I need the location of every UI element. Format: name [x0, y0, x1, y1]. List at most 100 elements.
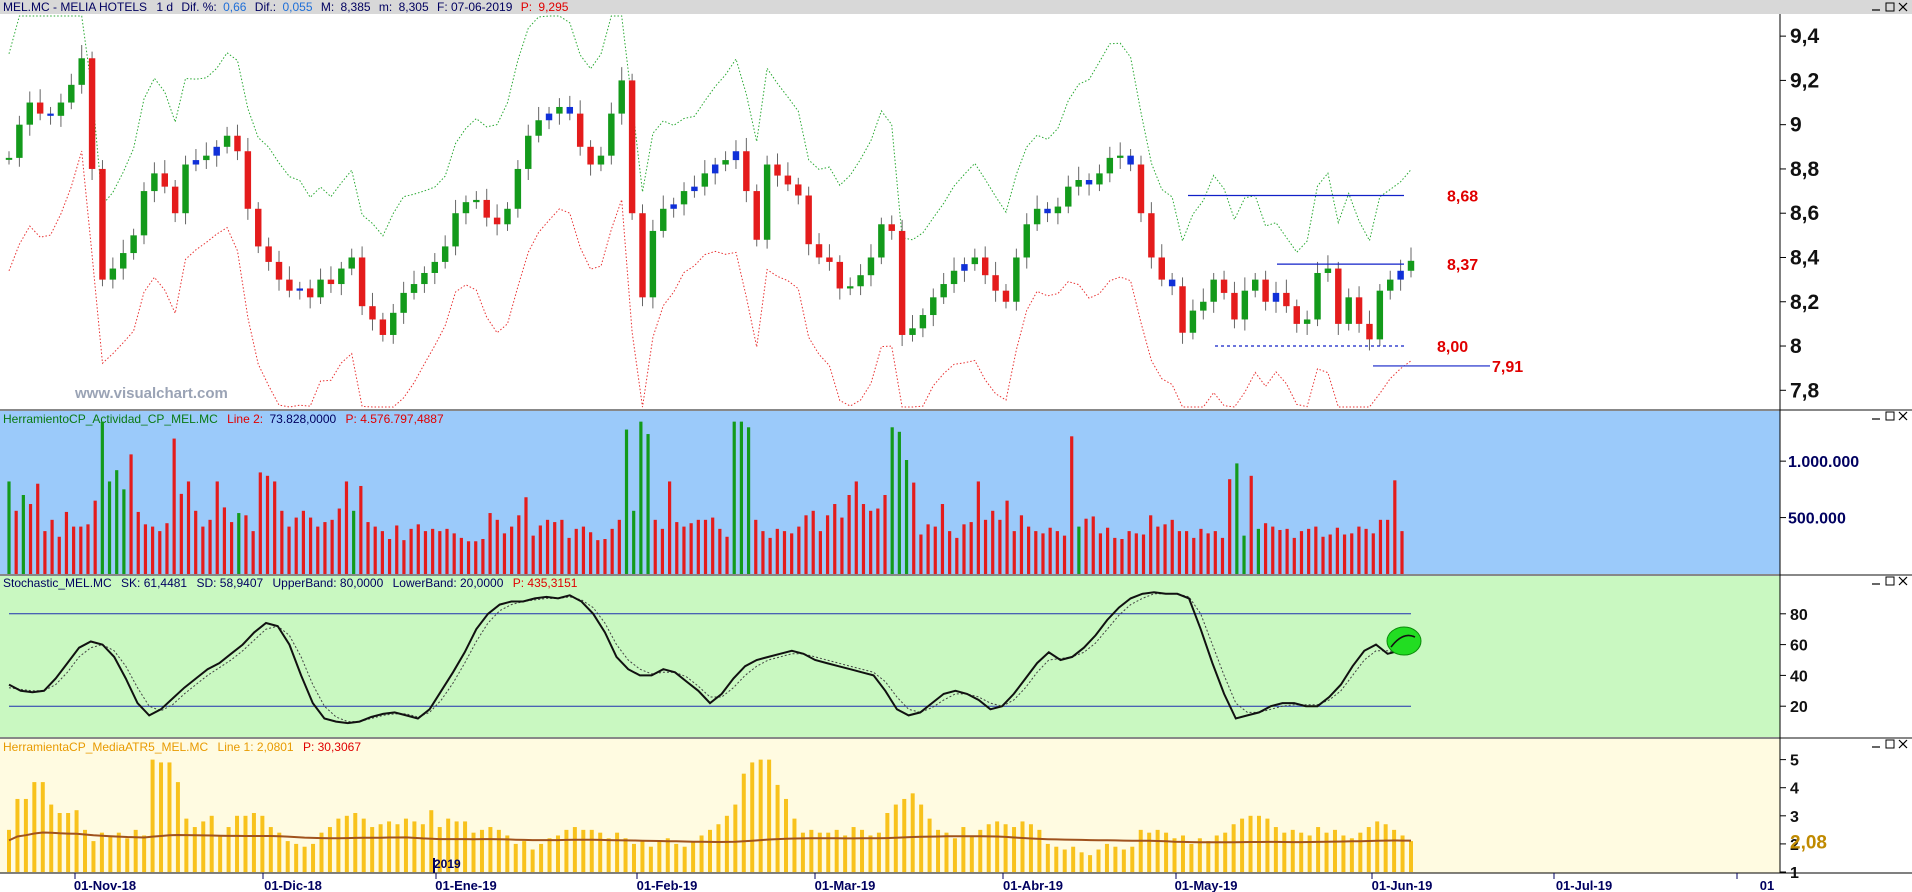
atr-bar: [302, 846, 307, 872]
volume-bars: [7, 421, 1404, 574]
volume-bar: [1278, 529, 1282, 574]
candle-body: [795, 184, 802, 196]
atr-bar: [767, 759, 772, 872]
atr-bar: [454, 821, 459, 872]
candle-body: [1054, 206, 1062, 214]
date-label: 01-Jul-19: [1556, 878, 1612, 892]
candle-body: [182, 164, 189, 214]
volume-bar: [976, 481, 980, 574]
volume-bar: [1242, 535, 1246, 574]
volume-bar: [287, 526, 291, 574]
candle-body: [369, 306, 376, 320]
candle: [597, 146, 605, 172]
candle-body: [919, 315, 927, 329]
price-tick-label: 8: [1790, 335, 1802, 358]
atr-bar: [446, 818, 451, 872]
candle-body: [909, 328, 916, 335]
candle: [1355, 286, 1363, 333]
atr-bar: [285, 841, 290, 872]
candle-body: [1127, 155, 1134, 165]
volume-bar: [1070, 436, 1074, 574]
candle-body: [1023, 224, 1030, 258]
candle-body: [421, 272, 428, 285]
candle: [26, 91, 33, 136]
atr-bar: [1113, 846, 1118, 872]
atr-bar: [589, 829, 594, 872]
stochastic-sk: SK: 61,4481: [121, 576, 187, 590]
candle-body: [774, 164, 781, 176]
candle-body: [846, 286, 854, 289]
candle-body: [192, 160, 200, 165]
volume-bar: [610, 528, 614, 574]
candle: [483, 188, 490, 227]
candle-body: [867, 257, 875, 276]
volume-bar: [869, 510, 873, 574]
candle: [1065, 175, 1072, 214]
atr-bar: [1341, 835, 1346, 872]
volume-axis-ticks: 1.000.000 500.000: [1780, 454, 1859, 528]
atr-bar: [471, 832, 476, 872]
volume-bar: [481, 539, 485, 574]
atr-tick-label: 2: [1790, 837, 1799, 854]
candle: [1252, 272, 1259, 298]
candle-body: [722, 160, 729, 165]
maximize-icon[interactable]: [1885, 411, 1895, 421]
candle-body: [1200, 301, 1207, 311]
candle: [1303, 310, 1311, 335]
level-label: 8,37: [1447, 257, 1478, 274]
volume-bar: [1034, 531, 1038, 574]
maximize-icon[interactable]: [1885, 739, 1895, 749]
date-axis-labels: 01-Nov-18 01-Dic-18 01-Ene-19 01-Feb-19 01-M…: [74, 857, 1774, 892]
candle: [545, 106, 553, 130]
candle-body: [1397, 270, 1404, 280]
atr-bar: [192, 827, 197, 872]
candle-body: [1262, 279, 1269, 302]
date-label: 01-Ene-19: [435, 878, 496, 892]
atr-bar: [1096, 849, 1101, 872]
candle-body: [971, 257, 979, 265]
close-icon[interactable]: [1898, 411, 1908, 421]
volume-bar: [1220, 537, 1225, 574]
atr-axis-ticks: 5 4 3 2 1 2,08: [1780, 753, 1827, 882]
atr-bar: [1256, 815, 1261, 872]
candle: [1168, 272, 1176, 296]
volume-bar: [1328, 534, 1332, 574]
volume-bar: [1364, 528, 1368, 574]
candle: [1148, 202, 1155, 269]
close-icon[interactable]: [1898, 739, 1908, 749]
atr-bar: [15, 798, 20, 872]
candle-body: [1033, 208, 1041, 225]
candle: [1376, 284, 1384, 347]
volume-bar: [438, 531, 442, 574]
close-icon[interactable]: [1898, 576, 1908, 586]
volume-bar: [1256, 528, 1260, 574]
candle-body: [1252, 279, 1259, 291]
volume-bar: [194, 510, 198, 574]
candle-body: [47, 113, 54, 116]
candle: [556, 98, 563, 125]
volume-bar: [1235, 463, 1239, 574]
atr-bar: [496, 829, 501, 872]
volume-bar: [948, 531, 952, 574]
volume-tick-label: 500.000: [1788, 511, 1846, 528]
stochastic-title: Stochastic_MEL.MC SK: 61,4481 SD: 58,940…: [3, 576, 578, 590]
maximize-icon[interactable]: [1885, 2, 1895, 12]
candle: [722, 151, 729, 172]
candle-body: [1324, 268, 1332, 273]
maximize-icon: [1885, 2, 1895, 12]
maximize-icon: [1885, 739, 1895, 749]
candle: [1324, 255, 1332, 282]
atr-bar: [133, 829, 138, 872]
maximize-icon[interactable]: [1885, 576, 1895, 586]
volume-bar: [732, 421, 736, 574]
candle-body: [78, 58, 85, 85]
close-icon[interactable]: [1898, 2, 1908, 12]
date-label: 01-Feb-19: [637, 878, 698, 892]
atr-bar: [1409, 841, 1413, 872]
candle-body: [400, 292, 407, 313]
candle: [836, 255, 844, 300]
atr-p: P: 30,3067: [303, 740, 361, 754]
candle: [566, 95, 574, 121]
